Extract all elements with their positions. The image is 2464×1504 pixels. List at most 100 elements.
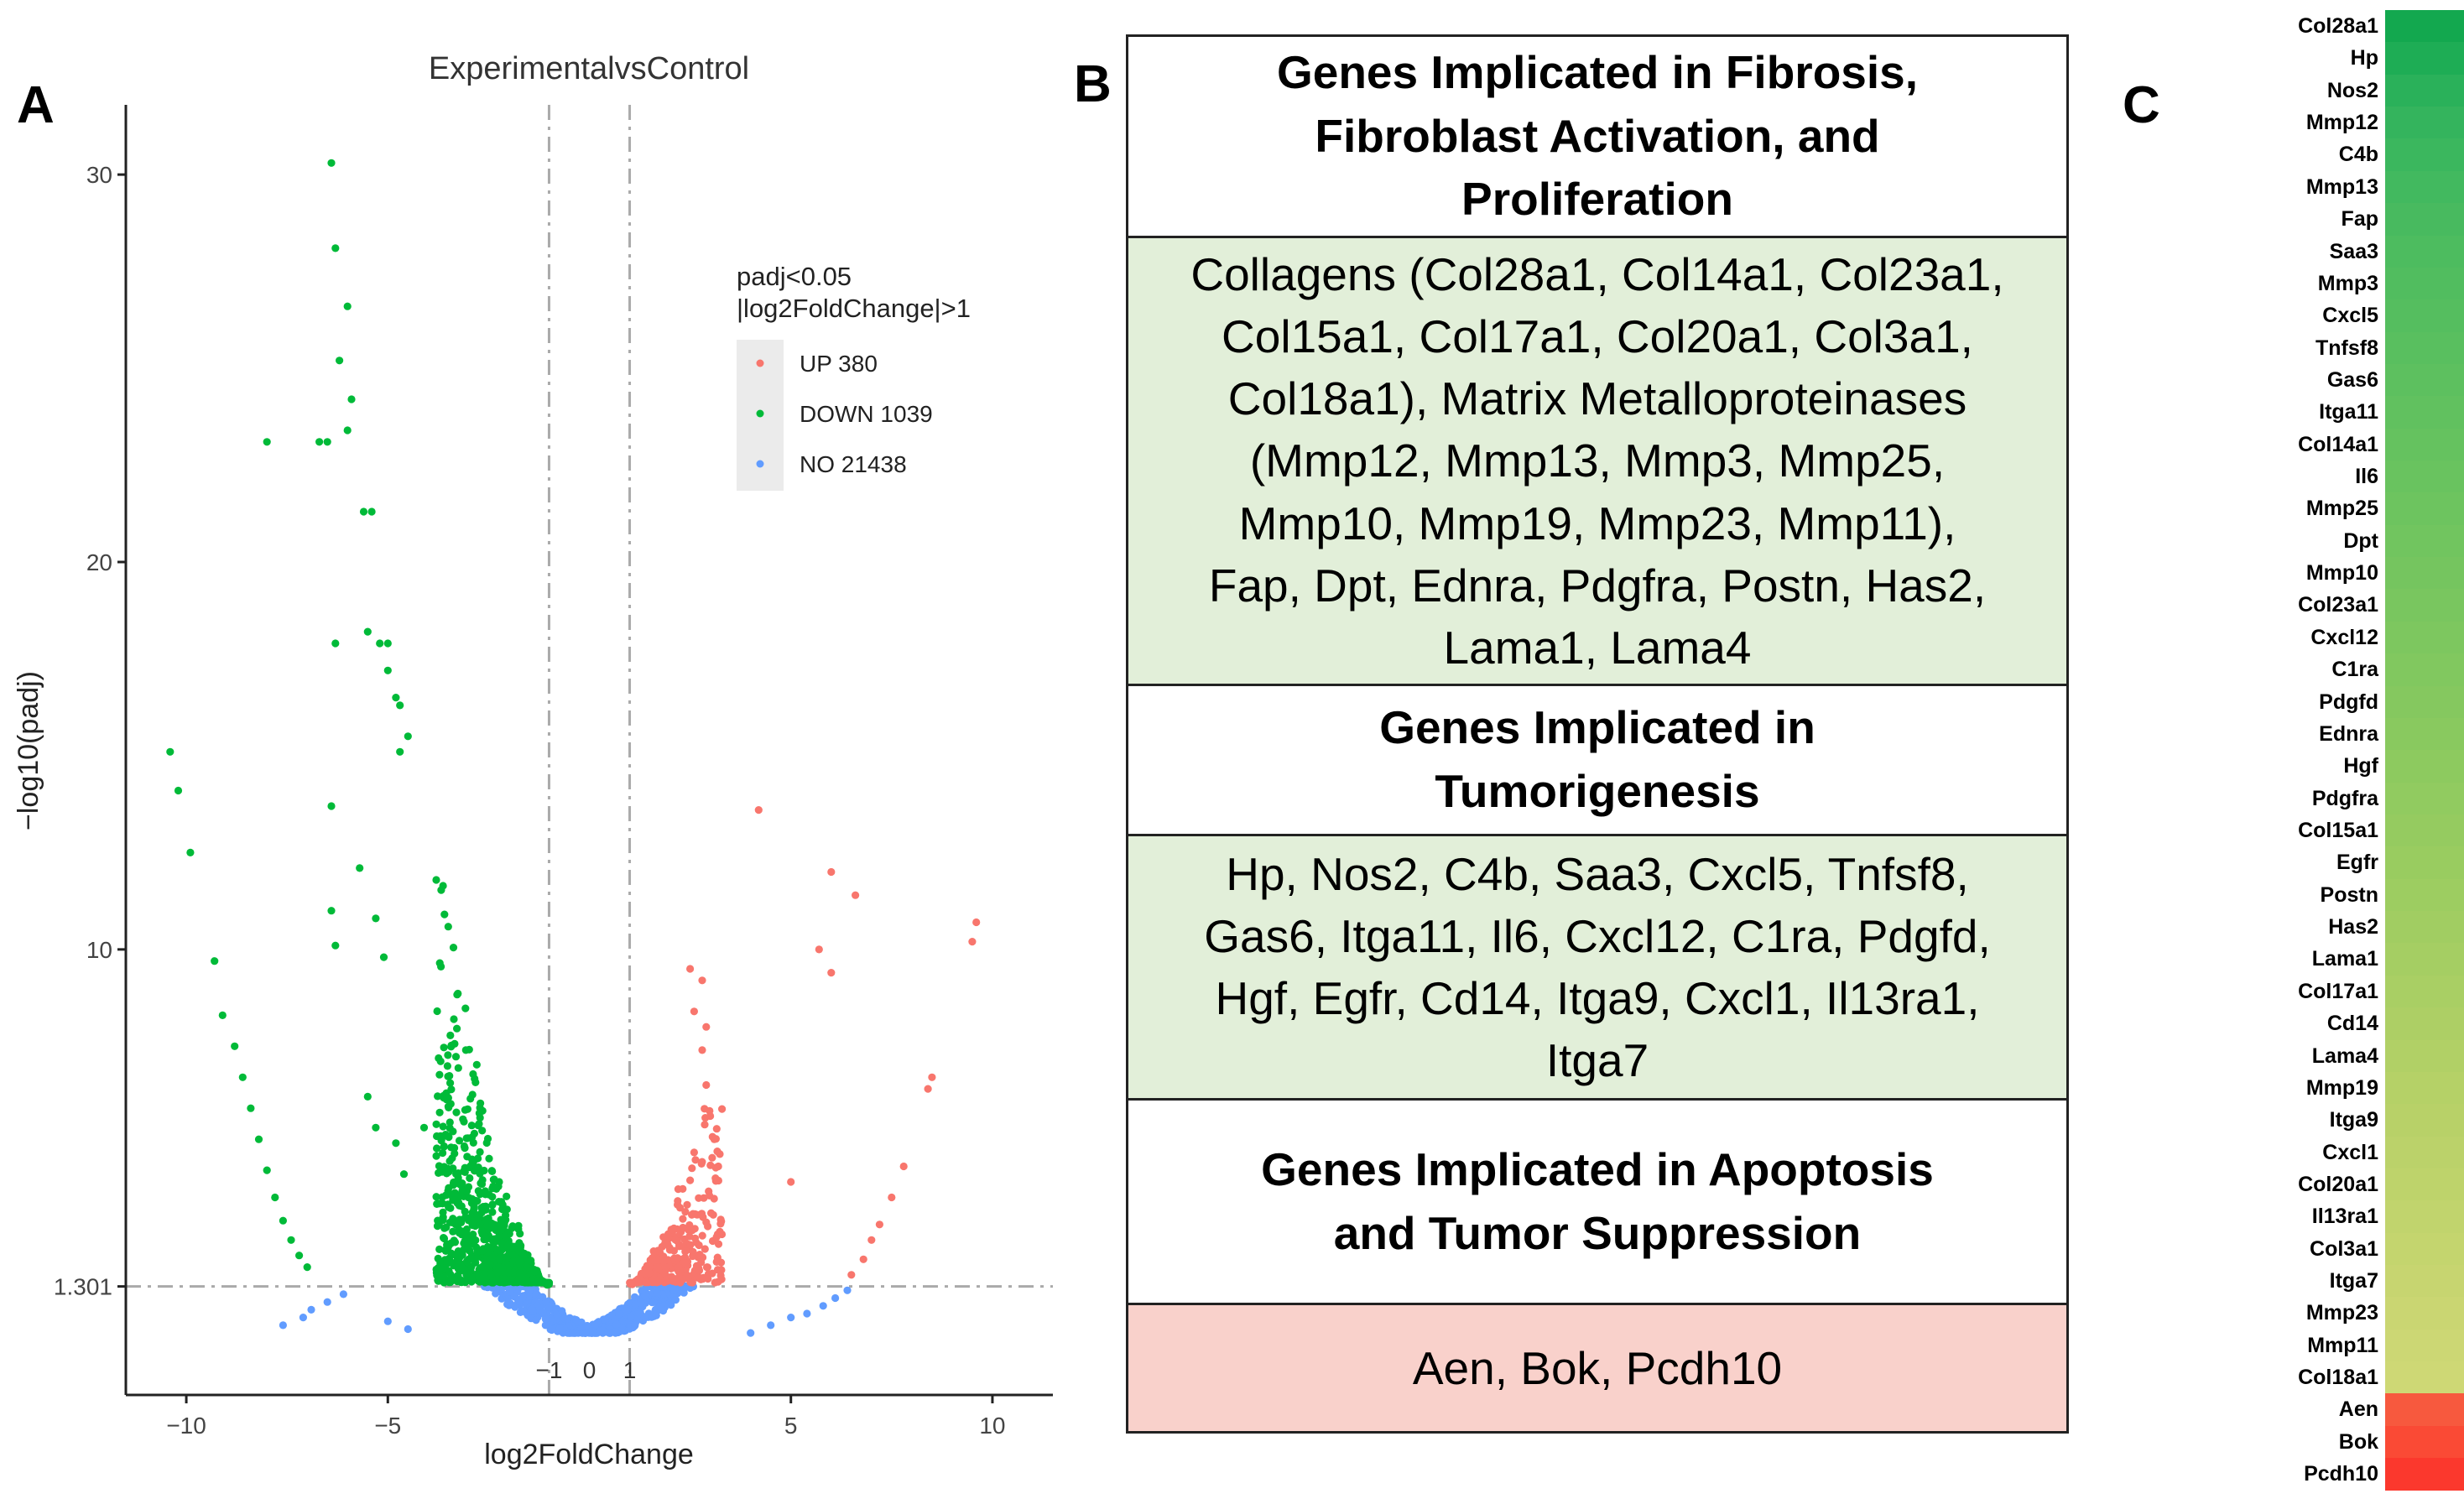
data-point-down	[468, 1090, 477, 1099]
gene-line: Itga7	[1545, 1034, 1649, 1087]
data-point-down	[523, 1262, 531, 1271]
heatmap-row: Col23a1	[2148, 589, 2464, 622]
data-point-no	[656, 1303, 664, 1311]
legend-marker-down	[756, 409, 764, 418]
legend-label-down: DOWN 1039	[800, 401, 933, 427]
heatmap-row: Col3a1	[2148, 1232, 2464, 1266]
table-genes-fibrosis: Collagens (Col28a1, Col14a1, Col23a1, Co…	[1128, 238, 2066, 686]
data-point-up	[679, 1215, 687, 1223]
heatmap-cell	[2385, 1393, 2464, 1426]
data-point-down	[439, 1208, 447, 1216]
data-point-down	[396, 701, 404, 710]
data-point-down	[447, 1085, 456, 1094]
heatmap-gene-label: Nos2	[2326, 78, 2378, 102]
threshold-lines	[126, 105, 1053, 1395]
heatmap-cell	[2385, 1168, 2464, 1201]
data-point-down	[503, 1205, 511, 1214]
table-heading-apoptosis: Genes Implicated in Apoptosis and Tumor …	[1128, 1101, 2066, 1305]
heatmap-cell	[2385, 846, 2464, 879]
heatmap-row: Col14a1	[2148, 428, 2464, 461]
legend-title-line1: padj<0.05	[737, 262, 852, 291]
data-point-down	[440, 1142, 448, 1151]
data-point-up	[700, 1273, 708, 1282]
heatmap-row: Pcdh10	[2148, 1458, 2464, 1491]
heading-line: and Tumor Suppression	[1333, 1206, 1862, 1259]
data-point-down	[444, 1094, 453, 1102]
heatmap-cell	[2385, 331, 2464, 364]
heatmap-cell	[2385, 621, 2464, 654]
heatmap-row: Has2	[2148, 911, 2464, 944]
data-point-down	[435, 1168, 443, 1177]
data-point-down	[404, 732, 412, 741]
heatmap-gene-label: Fap	[2341, 207, 2378, 232]
heatmap-cell	[2385, 1104, 2464, 1137]
data-point-down	[458, 1251, 466, 1259]
data-point-up	[688, 1164, 696, 1173]
heatmap-cell	[2385, 299, 2464, 332]
heatmap-gene-label: Il6	[2355, 465, 2378, 489]
y-axis-label: −log10(padj)	[13, 671, 44, 830]
data-point-down	[461, 1004, 470, 1012]
heatmap-cell	[2385, 782, 2464, 814]
heatmap-row: Lama1	[2148, 943, 2464, 976]
heatmap-row: Lama4	[2148, 1039, 2464, 1072]
data-point-up	[678, 1242, 687, 1251]
data-point-down	[372, 1123, 380, 1132]
data-point-up	[701, 1121, 709, 1129]
data-point-down	[166, 747, 175, 756]
data-point-down	[450, 1015, 458, 1023]
data-point-up	[659, 1257, 668, 1266]
heatmap-cell	[2385, 943, 2464, 976]
data-point-up	[681, 1259, 690, 1267]
data-point-down	[263, 438, 271, 446]
data-point-down	[485, 1261, 493, 1269]
data-point-no	[299, 1314, 307, 1322]
heatmap-gene-label: Postn	[2320, 882, 2378, 907]
heatmap-gene-label: Mmp19	[2305, 1075, 2378, 1100]
data-point-down	[461, 1144, 469, 1153]
data-point-down	[455, 1258, 463, 1267]
data-point-up	[645, 1269, 654, 1278]
data-point-down	[482, 1202, 490, 1210]
heatmap-row: Nos2	[2148, 74, 2464, 107]
data-point-down	[445, 1241, 453, 1250]
data-point-up	[684, 1274, 692, 1283]
heatmap-gene-label: Mmp23	[2305, 1301, 2378, 1325]
data-point-down	[455, 1225, 463, 1233]
data-point-no	[767, 1321, 775, 1330]
heatmap-cell	[2385, 750, 2464, 783]
data-point-no	[787, 1314, 795, 1322]
data-point-down	[434, 1277, 443, 1285]
heatmap-row: Mmp3	[2148, 267, 2464, 300]
data-point-down	[271, 1193, 279, 1202]
heatmap-row: Mmp13	[2148, 170, 2464, 204]
data-point-down	[461, 1228, 471, 1236]
data-point-down	[174, 786, 183, 795]
data-point-no	[671, 1296, 680, 1304]
data-point-no	[339, 1290, 347, 1298]
data-point-down	[438, 1193, 446, 1201]
data-point-no	[652, 1311, 660, 1319]
heatmap-cell	[2385, 814, 2464, 847]
data-point-down	[488, 1208, 497, 1216]
heatmap-row: Egfr	[2148, 846, 2464, 879]
data-point-no	[404, 1324, 412, 1334]
data-point-down	[476, 1219, 484, 1227]
data-point-no	[747, 1329, 755, 1337]
x-axis-label: log2FoldChange	[484, 1439, 694, 1470]
heatmap-cell	[2385, 74, 2464, 107]
data-point-down	[453, 991, 461, 999]
data-point-down	[399, 1170, 409, 1179]
data-point-down	[376, 639, 384, 648]
gene-category-table: Genes Implicated in Fibrosis, Fibroblast…	[1126, 34, 2069, 1434]
heatmap-cell	[2385, 267, 2464, 300]
heatmap-gene-label: Hp	[2350, 46, 2378, 70]
data-point-no	[506, 1288, 514, 1296]
data-point-down	[499, 1278, 508, 1287]
heatmap-row: C4b	[2148, 138, 2464, 171]
heatmap-gene-label: Col18a1	[2298, 1366, 2378, 1390]
legend-marker-no	[756, 460, 764, 468]
data-point-down	[490, 1235, 498, 1243]
data-point-down	[186, 848, 195, 857]
heatmap-cell	[2385, 1232, 2464, 1266]
